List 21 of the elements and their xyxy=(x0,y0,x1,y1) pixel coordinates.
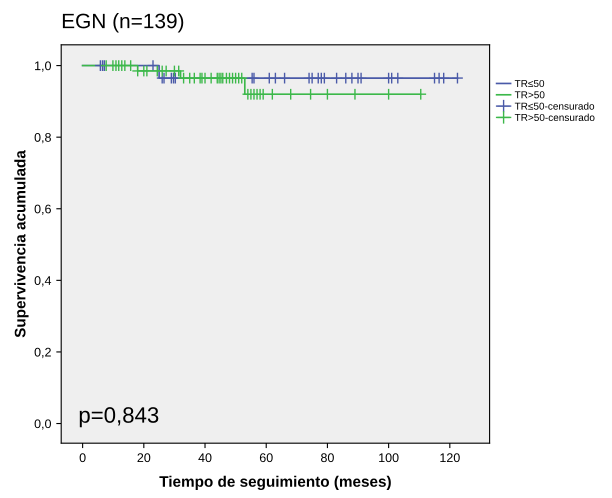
x-axis-title: Tiempo de seguimiento (meses) xyxy=(159,476,391,490)
x-tick-label: 20 xyxy=(138,453,150,462)
y-axis-title: Supervivencia acumulada xyxy=(14,150,29,338)
x-tick-label: 100 xyxy=(379,453,399,462)
annotation: p=0,843 xyxy=(80,407,158,428)
y-tick-label: 0,4 xyxy=(34,276,52,286)
legend-label: TR≤50-censurado xyxy=(514,102,594,110)
chart-title: EGN (n=139) xyxy=(62,13,184,32)
x-tick-label: 0 xyxy=(80,453,86,462)
legend-label: TR≤50 xyxy=(514,80,544,88)
x-tick-label: 40 xyxy=(198,453,212,462)
y-tick-label: 0,2 xyxy=(34,348,51,358)
y-tick-label: 0,0 xyxy=(34,419,51,430)
legend-label: TR>50-censurado xyxy=(514,114,595,122)
legend-label: TR>50 xyxy=(514,91,544,98)
y-tick-label: 0,8 xyxy=(34,132,51,144)
x-tick-label: 60 xyxy=(260,453,273,462)
y-tick-label: 1,0 xyxy=(35,61,51,72)
y-tick-label: 0,6 xyxy=(34,204,51,215)
x-tick-label: 120 xyxy=(440,453,460,462)
x-tick-label: 80 xyxy=(321,453,334,462)
